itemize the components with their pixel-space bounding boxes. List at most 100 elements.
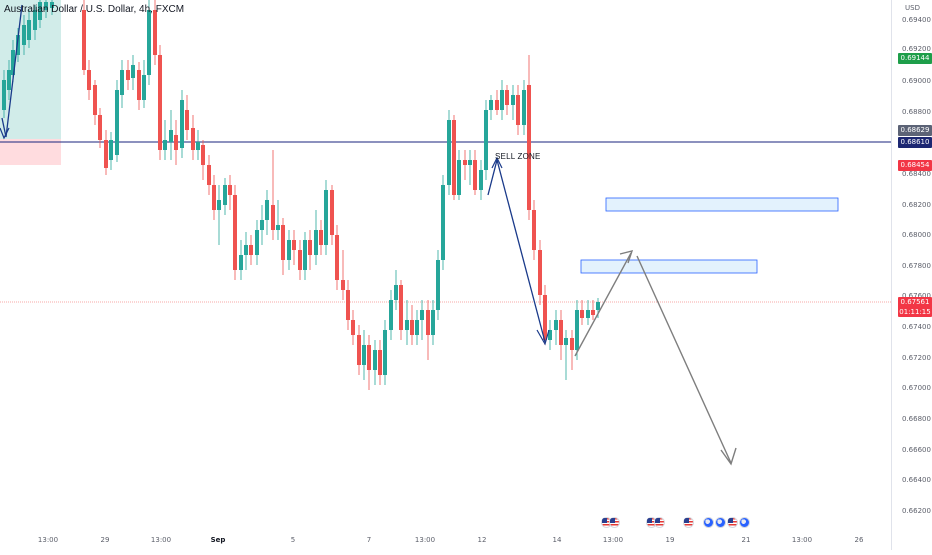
bullish-candle — [586, 310, 590, 318]
bullish-candle — [27, 20, 31, 40]
bearish-candle — [308, 240, 312, 255]
bar-countdown: 01:11:15 — [899, 308, 931, 316]
bullish-candle — [16, 35, 20, 55]
bearish-candle — [126, 70, 130, 80]
bullish-candle — [44, 2, 48, 10]
au-flag-icon[interactable] — [739, 517, 750, 528]
bullish-candle — [142, 75, 146, 100]
bullish-candle — [131, 65, 135, 78]
bullish-candle — [468, 160, 472, 165]
price-tick: 0.66600 — [902, 446, 931, 454]
bearish-candle — [543, 295, 547, 340]
bullish-candle — [575, 310, 579, 350]
bearish-candle — [319, 230, 323, 245]
bearish-candle — [367, 345, 371, 370]
us-flag-icon[interactable] — [683, 517, 694, 528]
time-tick: Sep — [210, 536, 226, 544]
bearish-candle — [201, 145, 205, 165]
bullish-candle — [303, 240, 307, 270]
bearish-candle — [212, 185, 216, 210]
time-tick: 13:00 — [414, 536, 436, 544]
bearish-candle — [335, 235, 339, 280]
price-badge-line-a: 0.68629 — [898, 125, 932, 136]
bullish-candle — [373, 350, 377, 370]
bearish-candle — [104, 140, 108, 168]
bearish-candle — [228, 185, 232, 195]
symbol-title[interactable]: Australian Dollar / U.S. Dollar, 4h, FXC… — [4, 4, 185, 15]
forecast-arrow-down[interactable] — [636, 255, 732, 464]
bullish-candle — [362, 345, 366, 365]
time-tick: 19 — [665, 536, 675, 544]
bullish-candle — [260, 220, 264, 230]
last-price-badge: 0.67561 01:11:15 — [898, 297, 932, 317]
bullish-candle — [479, 170, 483, 190]
price-tick: 0.69400 — [902, 16, 931, 24]
resistance-zone-upper[interactable] — [605, 197, 839, 212]
long-position-stop-zone[interactable] — [0, 139, 61, 165]
price-badge-line-b: 0.68610 — [898, 137, 932, 148]
bullish-candle — [147, 10, 151, 75]
bearish-candle — [292, 240, 296, 250]
price-tick: 0.67200 — [902, 354, 931, 362]
bullish-candle — [500, 90, 504, 110]
bullish-candle — [564, 338, 568, 345]
bullish-candle — [415, 320, 419, 335]
price-badge-red-level: 0.68454 — [898, 160, 932, 171]
time-tick: 13:00 — [150, 536, 172, 544]
bullish-candle — [50, 2, 54, 8]
bullish-candle — [169, 130, 173, 142]
au-flag-icon[interactable] — [715, 517, 726, 528]
bearish-candle — [410, 320, 414, 335]
time-tick: 13:00 — [37, 536, 59, 544]
us-flag-icon[interactable] — [609, 517, 620, 528]
bearish-candle — [570, 338, 574, 350]
price-tick: 0.68800 — [902, 108, 931, 116]
bullish-candle — [383, 330, 387, 375]
drawn-arrow-sell[interactable] — [487, 157, 546, 343]
bullish-candle — [596, 302, 600, 310]
forecast-arrow-up[interactable] — [574, 252, 632, 357]
bullish-candle — [314, 230, 318, 255]
bearish-candle — [426, 310, 430, 335]
bullish-candle — [420, 310, 424, 320]
bearish-candle — [538, 250, 542, 295]
bearish-candle — [559, 320, 563, 345]
price-tick: 0.68000 — [902, 231, 931, 239]
price-tick: 0.68400 — [902, 170, 931, 178]
bearish-candle — [516, 95, 520, 125]
bearish-candle — [505, 90, 509, 105]
time-tick: 14 — [552, 536, 562, 544]
bearish-candle — [281, 225, 285, 260]
bullish-candle — [163, 140, 167, 150]
bearish-candle — [495, 100, 499, 110]
drawn-arrow-left[interactable] — [1, 4, 23, 138]
bearish-candle — [591, 310, 595, 315]
time-tick: 13:00 — [602, 536, 624, 544]
bearish-candle — [153, 10, 157, 55]
bullish-candle — [287, 240, 291, 260]
bullish-candle — [180, 100, 184, 148]
us-flag-icon[interactable] — [654, 517, 665, 528]
bullish-candle — [554, 320, 558, 330]
bearish-candle — [346, 290, 350, 320]
us-flag-icon[interactable] — [727, 517, 738, 528]
bearish-candle — [473, 160, 477, 190]
bullish-candle — [324, 190, 328, 245]
price-axis[interactable] — [891, 0, 932, 550]
bullish-candle — [489, 100, 493, 110]
bullish-candle — [38, 2, 42, 20]
bearish-candle — [233, 195, 237, 270]
bearish-candle — [452, 120, 456, 195]
bullish-candle — [484, 110, 488, 170]
price-tick: 0.68200 — [902, 201, 931, 209]
bullish-candle — [265, 200, 269, 220]
au-flag-icon[interactable] — [703, 517, 714, 528]
drawn-arrow-sell-top — [491, 156, 503, 169]
bearish-candle — [158, 55, 162, 150]
sell-zone-label[interactable]: SELL ZONE — [495, 152, 541, 161]
resistance-zone-lower[interactable] — [580, 259, 758, 274]
bullish-candle — [109, 140, 113, 160]
candles-group — [2, 0, 600, 390]
